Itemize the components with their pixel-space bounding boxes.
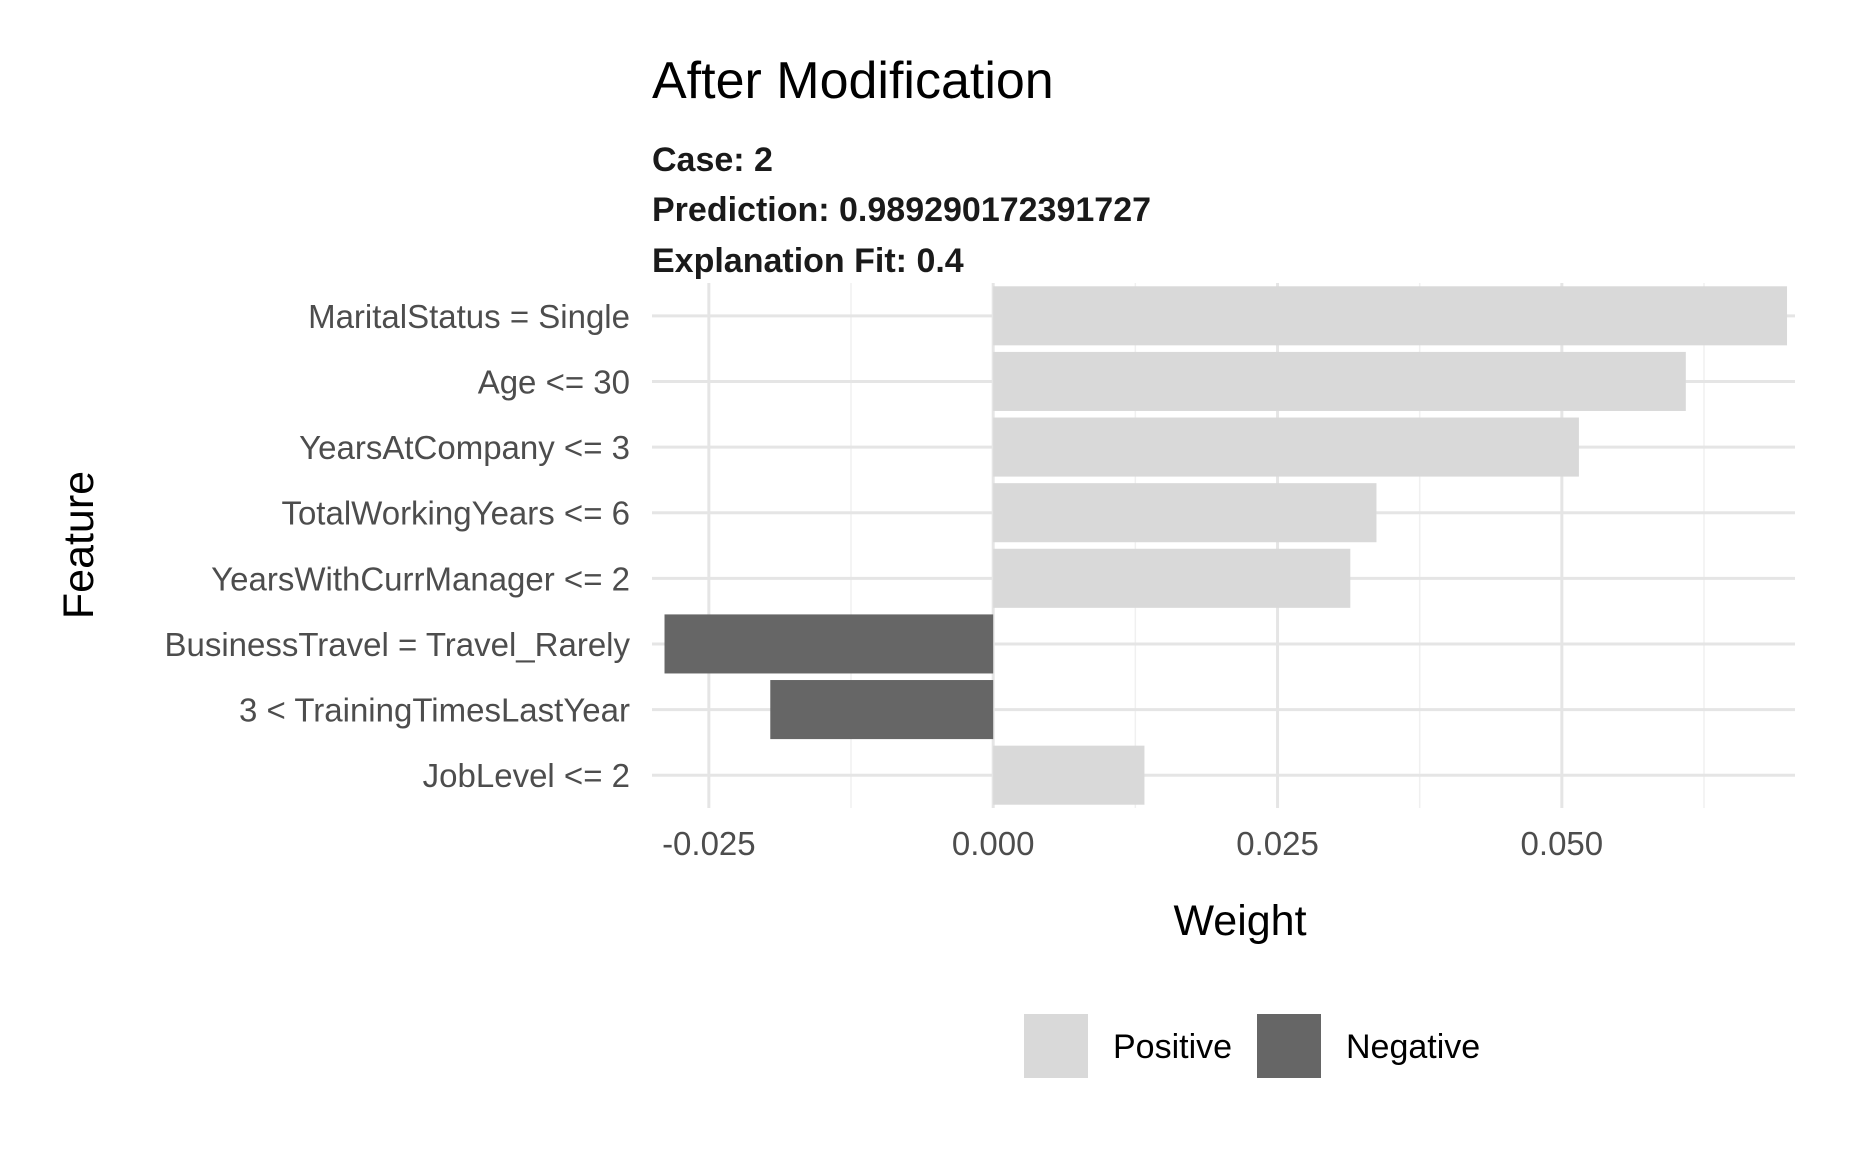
bar-5 [664,614,994,674]
y-tick-label-7: JobLevel <= 2 [423,757,630,794]
x-tick-label-1: 0.000 [952,825,1035,862]
bar-4 [993,548,1351,608]
bar-3 [993,483,1377,543]
bar-0 [993,286,1788,346]
legend-swatch-negative [1257,1014,1321,1078]
y-tick-label-3: TotalWorkingYears <= 6 [281,495,630,532]
x-tick-label-0: -0.025 [662,825,756,862]
bar-6 [770,680,994,740]
y-tick-label-6: 3 < TrainingTimesLastYear [239,692,630,729]
y-tick-labels: MaritalStatus = Single Age <= 30 YearsAtCo… [164,298,630,794]
legend: Positive Negative [1024,1014,1480,1078]
bars [664,286,1788,805]
legend-swatch-positive [1024,1014,1088,1078]
y-tick-label-2: YearsAtCompany <= 3 [299,429,630,466]
x-tick-labels: -0.025 0.000 0.025 0.050 [662,825,1603,862]
y-tick-label-1: Age <= 30 [478,363,630,400]
subtitle-case: Case: 2 [652,141,773,179]
legend-label-negative: Negative [1346,1028,1480,1066]
y-tick-label-0: MaritalStatus = Single [308,298,630,335]
x-tick-label-2: 0.025 [1236,825,1319,862]
y-tick-label-4: YearsWithCurrManager <= 2 [211,560,630,597]
bar-7 [993,745,1145,805]
subtitle-explanation-fit: Explanation Fit: 0.4 [652,242,964,280]
chart-title: After Modification [652,52,1054,110]
bar-2 [993,417,1579,477]
y-axis-title: Feature [55,471,103,619]
bar-1 [993,351,1686,411]
subtitle-prediction: Prediction: 0.989290172391727 [652,191,1151,229]
y-tick-label-5: BusinessTravel = Travel_Rarely [164,626,630,663]
legend-label-positive: Positive [1113,1028,1232,1066]
x-tick-label-3: 0.050 [1521,825,1604,862]
x-axis-title: Weight [1173,897,1306,945]
